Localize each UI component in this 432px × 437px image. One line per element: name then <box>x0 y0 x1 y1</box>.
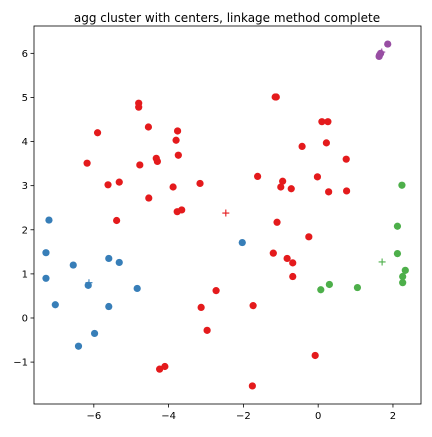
data-point-cluster-2-4 <box>42 274 50 282</box>
y-tick-label: 4 <box>22 137 28 148</box>
cluster-center-4 <box>378 48 386 56</box>
data-point-cluster-1-19 <box>113 216 121 225</box>
data-point-cluster-1-9 <box>174 151 182 159</box>
data-point-cluster-2-13 <box>238 238 246 247</box>
data-point-cluster-1-41 <box>197 303 205 311</box>
data-point-cluster-2-9 <box>51 301 59 309</box>
data-point-cluster-1-22 <box>272 93 280 101</box>
data-point-cluster-3-8 <box>353 283 362 292</box>
data-point-cluster-2-11 <box>90 329 99 338</box>
data-point-cluster-3-4 <box>401 266 409 274</box>
data-point-cluster-1-18 <box>173 208 181 216</box>
data-point-cluster-2-2 <box>42 249 50 257</box>
data-point-cluster-1-30 <box>277 183 285 191</box>
data-point-cluster-3-6 <box>399 279 407 287</box>
data-point-cluster-3-1 <box>398 181 406 189</box>
data-marks <box>42 40 409 390</box>
data-point-cluster-3-9 <box>317 286 325 294</box>
data-point-cluster-3-2 <box>393 222 402 230</box>
y-tick-label: −1 <box>13 358 28 369</box>
x-tick-label: −2 <box>236 411 251 422</box>
data-point-cluster-1-6 <box>172 136 180 144</box>
y-tick-label: 2 <box>22 225 28 236</box>
data-point-cluster-1-33 <box>342 187 351 195</box>
data-point-cluster-1-44 <box>311 351 319 360</box>
data-point-cluster-4-1 <box>384 40 392 48</box>
y-tick-label: 3 <box>22 181 28 192</box>
chart-title: agg cluster with centers, linkage method… <box>74 11 380 25</box>
y-tick-label: 0 <box>22 313 28 324</box>
data-point-cluster-1-3 <box>144 123 153 131</box>
x-tick-label: 2 <box>390 411 396 422</box>
data-point-cluster-1-14 <box>169 183 177 191</box>
data-point-cluster-2-3 <box>69 261 77 269</box>
y-tick-label: 5 <box>22 93 28 104</box>
data-point-cluster-1-11 <box>136 161 144 169</box>
data-point-cluster-2-6 <box>115 258 123 267</box>
cluster-center-1 <box>222 209 230 217</box>
data-point-cluster-2-8 <box>133 284 141 293</box>
data-point-cluster-1-12 <box>115 178 123 186</box>
data-point-cluster-1-15 <box>196 179 204 188</box>
data-point-cluster-1-31 <box>287 185 295 193</box>
data-point-cluster-1-10 <box>83 159 91 167</box>
data-point-cluster-1-36 <box>269 249 277 257</box>
data-point-cluster-1-34 <box>273 218 281 226</box>
data-point-cluster-1-43 <box>203 326 211 334</box>
data-point-cluster-1-29 <box>279 177 287 185</box>
axis-ticks: −6 −4 −2 0 2 −1 0 1 2 3 4 5 6 <box>13 49 396 422</box>
x-tick-label: −6 <box>86 411 101 422</box>
data-point-cluster-2-10 <box>105 302 113 311</box>
cluster-center-2 <box>85 279 93 287</box>
axes-frame <box>33 25 422 405</box>
data-point-cluster-1-26 <box>322 139 330 147</box>
data-point-cluster-1-27 <box>342 155 350 163</box>
data-point-cluster-2-7 <box>84 281 92 289</box>
data-point-cluster-3-7 <box>325 280 333 289</box>
data-point-cluster-3-3 <box>393 249 402 258</box>
data-point-cluster-2-12 <box>74 342 83 350</box>
y-tick-label: 1 <box>22 269 28 280</box>
data-point-cluster-1-23 <box>298 142 306 151</box>
data-point-cluster-1-4 <box>93 129 102 137</box>
data-point-cluster-2-5 <box>105 254 113 263</box>
data-point-cluster-1-39 <box>289 272 297 281</box>
data-point-cluster-3-5 <box>399 272 407 281</box>
data-point-cluster-1-24 <box>318 118 326 126</box>
data-point-cluster-2-1 <box>45 216 53 224</box>
data-point-cluster-1-5 <box>173 127 182 135</box>
x-tick-label: 0 <box>315 411 321 422</box>
cluster-center-3 <box>378 258 386 266</box>
data-point-cluster-1-47 <box>248 382 256 390</box>
data-point-cluster-1-46 <box>156 365 164 373</box>
x-tick-label: −4 <box>161 411 176 422</box>
data-point-cluster-1-37 <box>283 254 291 263</box>
data-point-cluster-1-32 <box>325 188 333 196</box>
data-point-cluster-1-2 <box>135 103 143 111</box>
data-point-cluster-1-8 <box>153 157 161 166</box>
data-point-cluster-1-38 <box>289 259 297 267</box>
data-point-cluster-1-35 <box>305 233 313 241</box>
data-point-cluster-1-40 <box>212 287 220 295</box>
data-point-cluster-1-16 <box>145 194 153 202</box>
data-point-cluster-1-20 <box>254 172 262 181</box>
data-point-cluster-1-13 <box>104 181 112 189</box>
data-point-cluster-1-42 <box>249 302 257 310</box>
y-tick-label: 6 <box>22 49 28 60</box>
data-point-cluster-1-25 <box>324 118 332 126</box>
data-point-cluster-1-28 <box>313 173 322 181</box>
data-point-cluster-4-4 <box>375 52 383 61</box>
